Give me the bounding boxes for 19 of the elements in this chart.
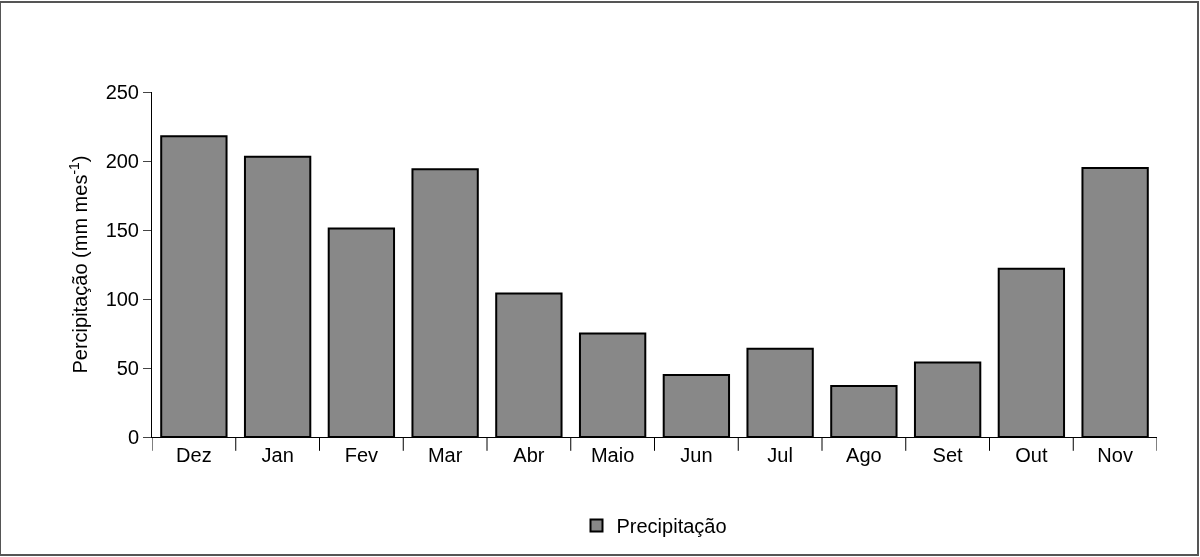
- y-tick-label: 100: [105, 288, 139, 310]
- x-tick-label: Ago: [846, 444, 882, 466]
- y-tick-label: 150: [105, 219, 139, 241]
- x-tick-label: Mar: [427, 444, 463, 466]
- x-tick-label: Jun: [680, 444, 713, 466]
- x-tick-label: Dez: [176, 444, 212, 466]
- x-tick-label: Jul: [767, 444, 793, 466]
- x-tick-label: Fev: [344, 444, 379, 466]
- x-tick-label: Nov: [1097, 444, 1133, 466]
- legend-label: Precipitação: [616, 515, 727, 538]
- x-tick-label: Maio: [590, 444, 635, 466]
- y-tick-label: 0: [127, 426, 139, 448]
- y-tick-label: 50: [116, 357, 139, 379]
- y-tick-label: 250: [105, 81, 139, 103]
- x-tick-label: Set: [932, 444, 964, 466]
- x-tick-label: Out: [1015, 444, 1048, 466]
- x-tick-label: Abr: [513, 444, 545, 466]
- x-tick-label: Jan: [261, 444, 294, 466]
- y-tick-label: 200: [105, 150, 139, 172]
